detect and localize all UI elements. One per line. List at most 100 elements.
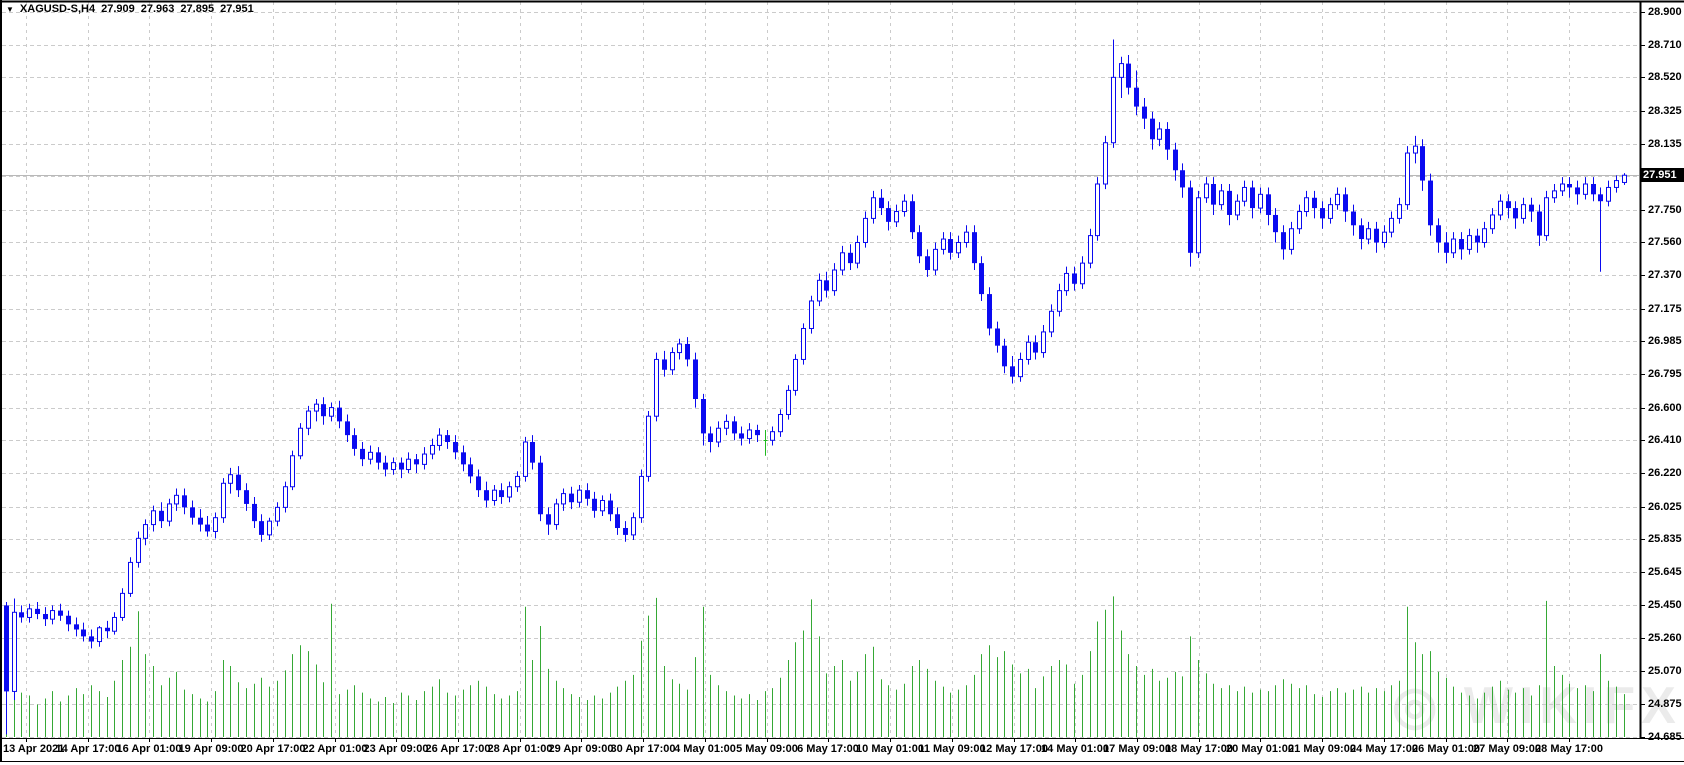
candle-bull-body [1451,238,1456,254]
candle-bear-body [43,614,48,620]
candle-bear-body [1475,235,1480,243]
candle-bear-body [1250,187,1255,209]
candle-bull-body [515,475,520,488]
candle-bear-body [538,462,543,515]
candle-bull-body [1498,200,1503,216]
candle-bear-body [345,421,350,436]
candle-bull-body [1111,76,1116,144]
time-axis-label: 20 May 01:00 [1226,743,1294,755]
candle-bear-body [1343,194,1348,212]
candle-bear-body [1444,242,1449,253]
candle-bull-body [1289,228,1294,250]
time-axis-label: 13 Apr 2021 [3,743,65,755]
candle-bear-body [58,610,63,616]
candle-bear-body [585,490,590,499]
time-axis-label: 23 Apr 09:00 [363,743,429,755]
candle-bear-body [1436,225,1441,243]
candle-bear-body [236,474,241,491]
candle-bear-body [1320,208,1325,219]
candle-bull-body [1204,183,1209,199]
candle-bull-body [1622,174,1627,183]
candle-bull-body [747,429,752,440]
candle-bull-body [1328,204,1333,219]
candle-bear-body [484,490,489,501]
candle-bull-body [933,248,938,271]
candle-bear-body [1072,273,1077,284]
candle-bull-body [855,241,860,264]
candle-bear-body [4,605,9,692]
price-axis-label: 26.600 [1648,401,1682,414]
candle-bull-body [507,486,512,498]
candle-bear-body [182,495,187,508]
candle-bull-body [1297,211,1302,230]
candle-bull-body [112,616,117,632]
candle-bull-body [863,217,868,243]
candle-bull-body [561,493,566,505]
ohlc-low-value: 27.895 [180,3,215,15]
candle-bear-body [1142,106,1147,119]
candle-bull-body [1560,183,1565,192]
candle-bear-body [1374,228,1379,243]
candle-bear-body [755,429,760,436]
symbol-info-bar: ▼ XAGUSD-S,H4 27.909 27.963 27.895 27.95… [6,3,254,15]
candle-bull-body [1405,152,1410,206]
price-axis-label: 25.260 [1648,632,1682,645]
price-axis-label: 26.410 [1648,434,1682,447]
candle-bull-body [1049,310,1054,333]
candle-bear-body [569,493,574,503]
price-axis-label: 28.710 [1648,38,1682,51]
candle-bear-body [848,252,853,264]
time-axis-label: 16 Apr 01:00 [116,743,182,755]
time-axis-label: 6 May 17:00 [797,743,859,755]
time-axis-label: 19 Apr 09:00 [178,743,244,755]
candle-bull-body [1080,262,1085,285]
candle-bull-body [941,238,946,250]
time-axis-label: 26 May 01:00 [1412,743,1480,755]
candle-bear-body [1033,342,1038,353]
candle-bear-body [739,433,744,439]
candle-bear-body [1273,214,1278,233]
candle-bear-body [74,624,79,630]
time-axis-label: 10 May 01:00 [856,743,924,755]
candle-bull-body [1258,193,1263,209]
price-axis-label: 28.520 [1648,71,1682,84]
candle-bull-body [492,489,497,501]
candle-bull-body [151,510,156,526]
candle-bull-body [1490,214,1495,230]
candle-bear-body [987,294,992,329]
candle-bear-body [244,490,249,504]
candle-bull-body [391,462,396,471]
time-axis-label: 14 Apr 17:00 [55,743,121,755]
price-axis-label: 26.985 [1648,335,1682,348]
symbol-dropdown-icon[interactable]: ▼ [6,4,14,14]
candle-bull-body [902,200,907,213]
candle-bull-body [27,608,32,618]
candle-bear-body [685,343,690,360]
candle-bear-body [35,608,40,615]
candle-bear-body [399,462,404,470]
candle-bear-body [925,256,930,271]
candle-bear-body [1537,211,1542,236]
candle-bear-body [1598,194,1603,202]
candle-bear-body [1281,232,1286,250]
candle-bear-body [1575,187,1580,195]
candle-bull-body [1157,128,1162,140]
candle-bear-body [1188,187,1193,253]
price-axis-label: 27.750 [1648,203,1682,216]
candle-bull-body [275,506,280,522]
candle-bull-body [646,415,651,477]
candle-bear-body [499,490,504,498]
candle-bull-body [97,627,102,643]
candle-bear-body [476,476,481,491]
candle-bull-body [167,503,172,522]
candle-bull-body [298,427,303,457]
candle-bull-body [809,300,814,329]
candle-bull-body [677,343,682,354]
candle-bear-body [979,263,984,295]
candle-bear-body [1010,366,1015,377]
candle-bull-body [1397,204,1402,219]
broker-watermark: ◎ WIKIFX [1392,677,1682,735]
time-axis-label: 29 Apr 09:00 [548,743,614,755]
